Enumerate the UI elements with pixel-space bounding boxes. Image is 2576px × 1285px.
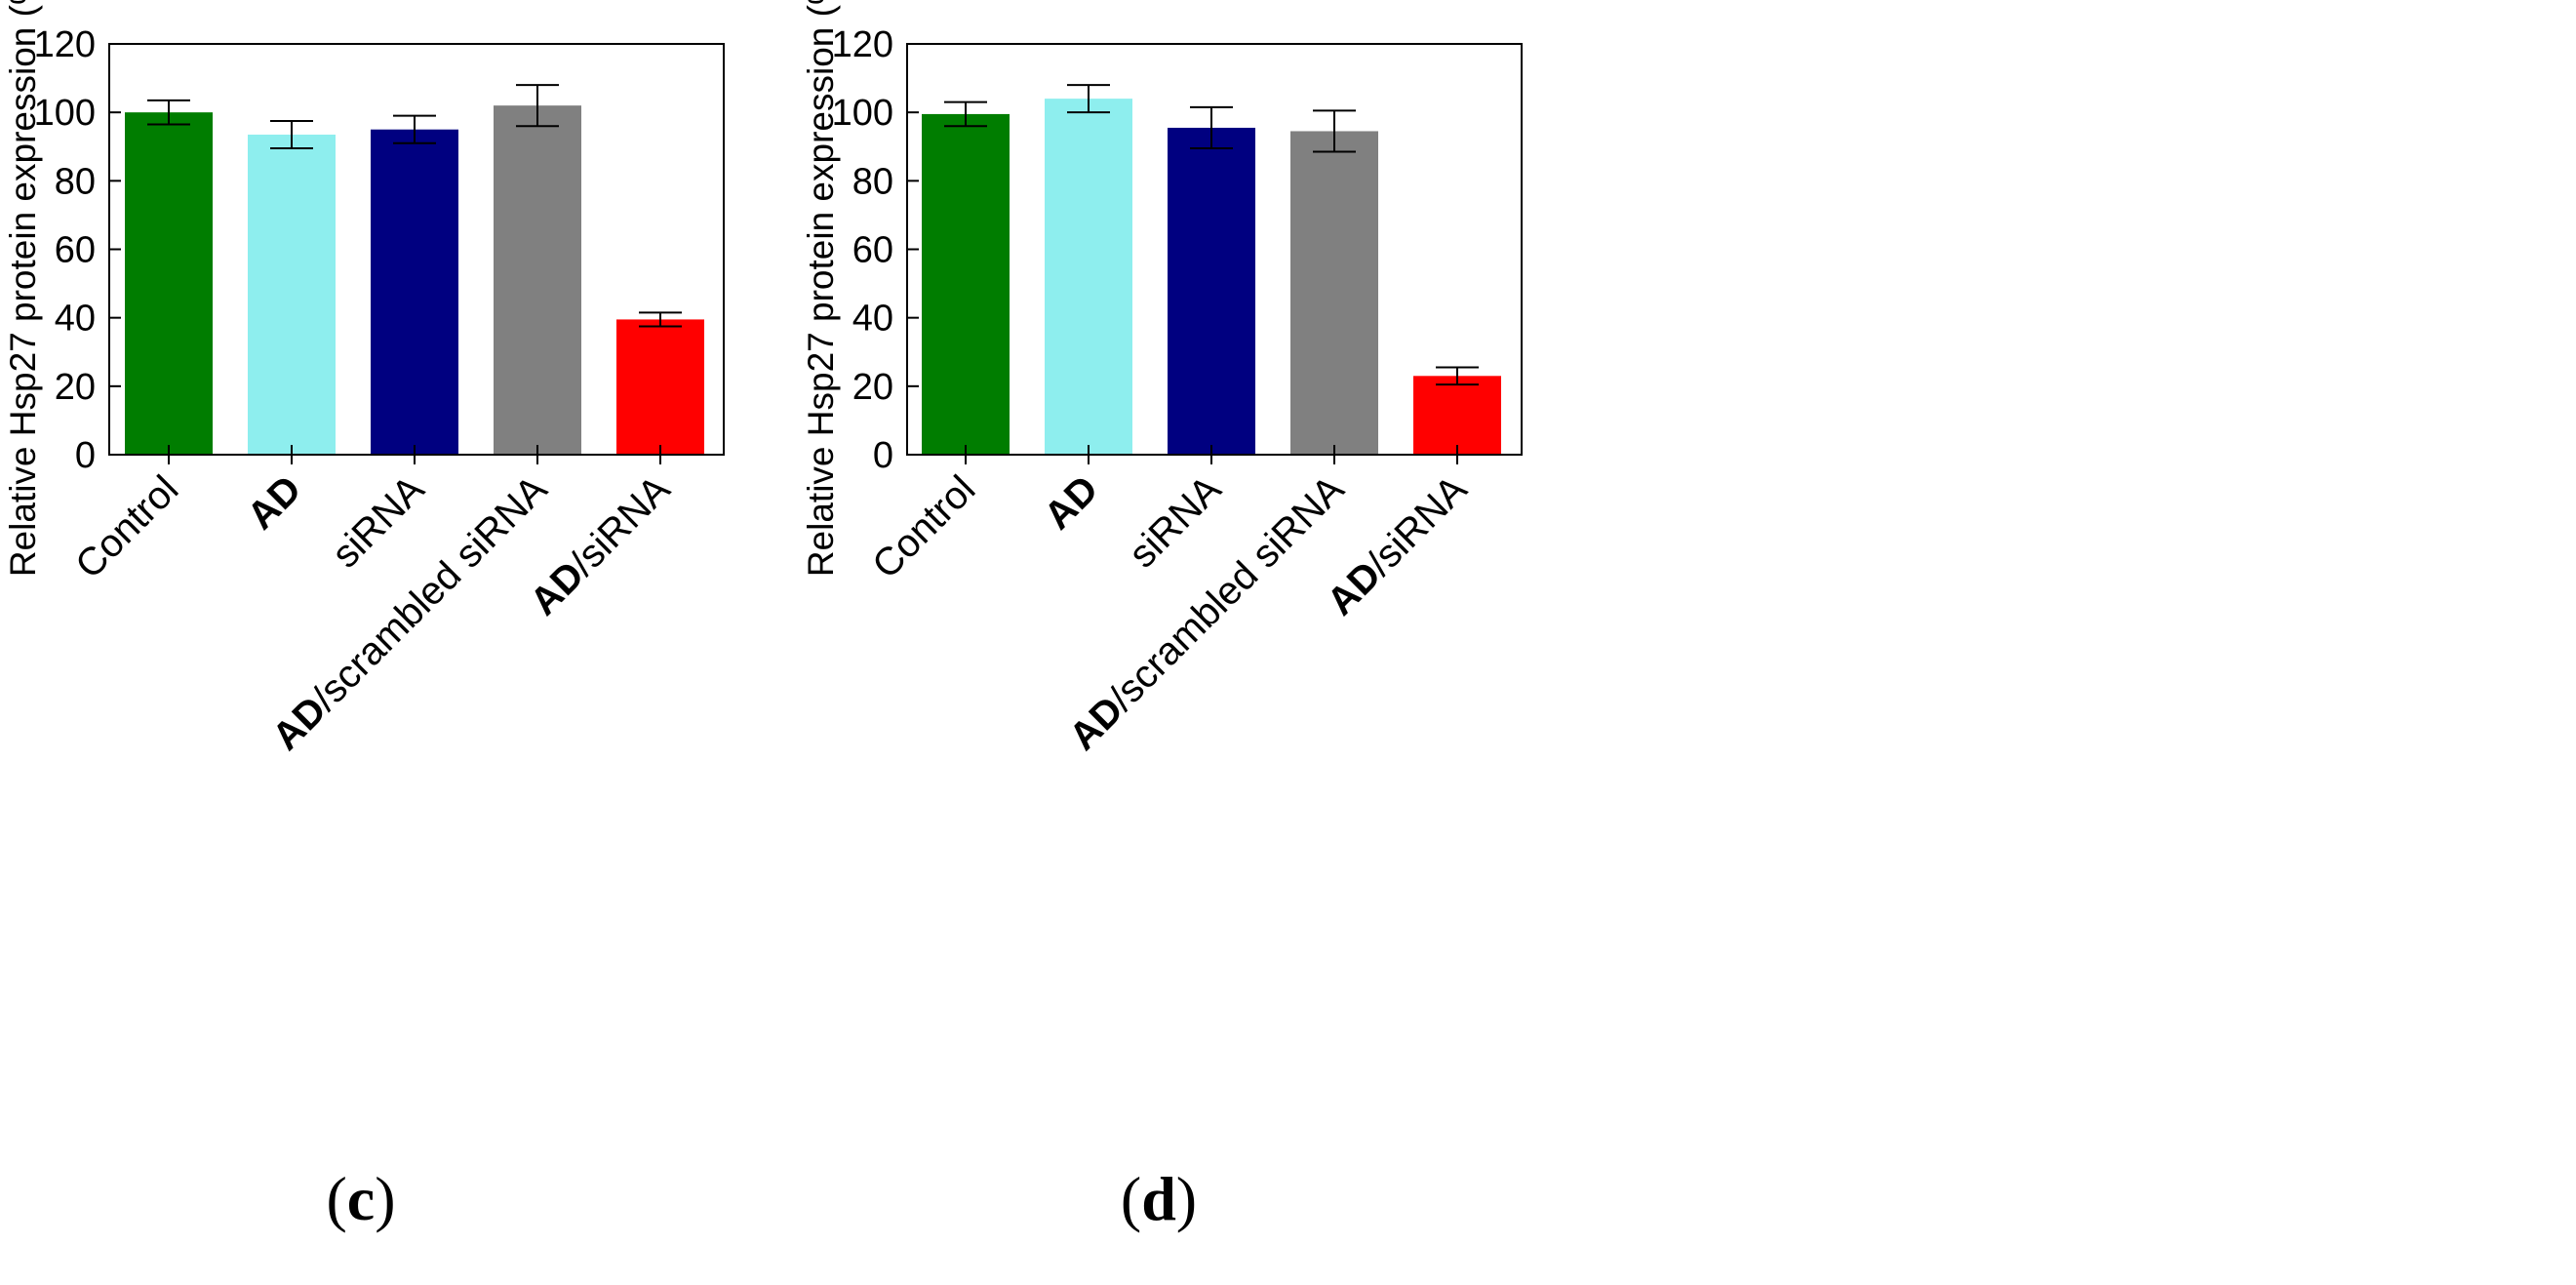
x-category-label: Control: [67, 467, 186, 586]
x-category-label-text: Control: [67, 467, 186, 586]
x-category-label: Control: [864, 467, 983, 586]
bar: [616, 319, 704, 455]
panel-label: (c): [326, 1164, 395, 1233]
bar: [248, 134, 336, 456]
y-axis-title: Relative Hsp27 protein expression (%): [3, 0, 43, 577]
y-tick-label: 0: [75, 435, 96, 476]
y-tick-label: 60: [852, 230, 893, 271]
x-category-label-text: /scrambled siRNA: [304, 467, 556, 719]
x-category-label-text: /siRNA: [562, 467, 678, 583]
y-tick-label: 120: [832, 24, 893, 65]
y-tick-label: 60: [55, 230, 96, 271]
y-tick-label: 100: [832, 93, 893, 134]
x-category-label-bold: AD: [239, 467, 309, 538]
x-category-label-text: /scrambled siRNA: [1101, 467, 1353, 719]
x-category-label-bold: AD: [1036, 467, 1106, 538]
y-tick-label: 40: [55, 299, 96, 340]
panel-label-letter: d: [1141, 1164, 1176, 1233]
x-category-label: AD: [1036, 467, 1106, 538]
panel-label-open: (: [1121, 1164, 1141, 1233]
y-tick-label: 40: [852, 299, 893, 340]
x-category-label: AD: [239, 467, 309, 538]
y-axis-title: Relative Hsp27 protein expression (%): [801, 0, 841, 577]
bar: [1413, 376, 1501, 455]
panel-label-open: (: [326, 1164, 346, 1233]
y-tick-label: 0: [873, 435, 893, 476]
x-category-label-text: /siRNA: [1359, 467, 1475, 583]
y-tick-label: 20: [852, 367, 893, 408]
bar: [922, 113, 1010, 455]
bar: [125, 112, 213, 456]
y-tick-label: 80: [852, 161, 893, 202]
x-category-label-text: siRNA: [324, 467, 432, 576]
y-tick-label: 20: [55, 367, 96, 408]
bar: [1290, 131, 1378, 455]
panel-label-close: ): [1176, 1164, 1197, 1233]
x-category-label: siRNA: [1121, 467, 1229, 576]
panel-label: (d): [1121, 1164, 1197, 1233]
y-tick-label: 80: [55, 161, 96, 202]
bar: [1045, 99, 1132, 455]
panel-label-letter: c: [347, 1164, 375, 1233]
x-category-label-text: Control: [864, 467, 983, 586]
bar: [1168, 127, 1255, 455]
x-category-label-text: siRNA: [1121, 467, 1229, 576]
x-category-label: siRNA: [324, 467, 432, 576]
bar: [494, 105, 581, 456]
y-tick-label: 120: [34, 24, 96, 65]
y-tick-label: 100: [34, 93, 96, 134]
bar: [371, 129, 458, 456]
panel-label-close: ): [375, 1164, 395, 1233]
